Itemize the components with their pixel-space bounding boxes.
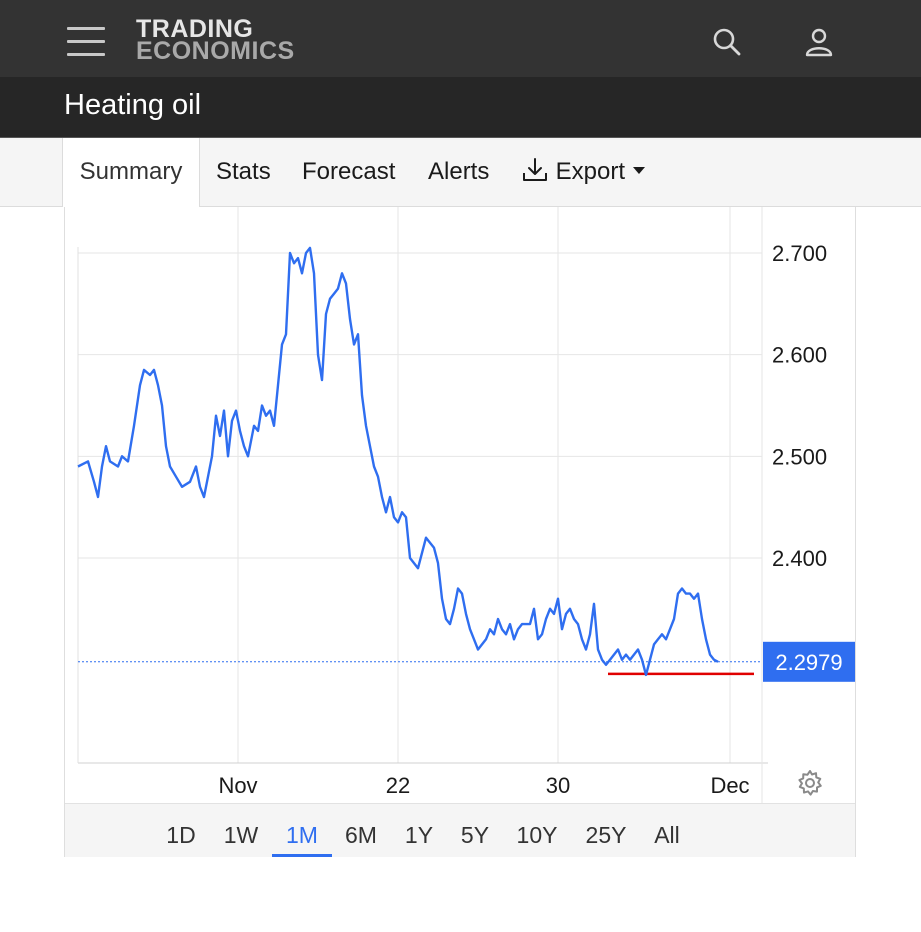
x-tick-label: 22 bbox=[386, 773, 410, 798]
logo-line-2: ECONOMICS bbox=[136, 37, 295, 65]
range-25y-button[interactable]: 25Y bbox=[585, 822, 627, 848]
site-logo[interactable]: TRADING ECONOMICS bbox=[136, 15, 295, 65]
y-tick-label: 2.400 bbox=[772, 546, 827, 571]
price-line-chart[interactable]: 2.700 2.600 2.500 2.400 Nov 22 30 Dec 2.2979 bbox=[65, 207, 855, 807]
range-1y-button[interactable]: 1Y bbox=[404, 822, 434, 848]
range-5y-button[interactable]: 5Y bbox=[460, 822, 490, 848]
page-title-bar: Heating oil bbox=[0, 77, 921, 138]
tabs-bar: Summary Stats Forecast Alerts Export bbox=[0, 138, 921, 207]
y-tick-label: 2.600 bbox=[772, 343, 827, 368]
last-value-badge bbox=[763, 641, 855, 682]
search-icon[interactable] bbox=[711, 26, 743, 58]
range-1m-button[interactable]: 1M bbox=[272, 804, 332, 857]
caret-down-icon bbox=[632, 167, 645, 174]
y-tick-label: 2.500 bbox=[772, 444, 827, 469]
price-series-line bbox=[77, 246, 719, 677]
logo-line-1: TRADING bbox=[136, 15, 254, 43]
top-navigation-bar: TRADING ECONOMICS bbox=[0, 0, 921, 77]
chart-container: 2.700 2.600 2.500 2.400 Nov 22 30 Dec 2.2979 bbox=[64, 207, 856, 857]
range-10y-button[interactable]: 10Y bbox=[516, 822, 558, 848]
page-title: Heating oil bbox=[64, 89, 202, 121]
gear-icon[interactable] bbox=[796, 769, 824, 797]
tab-summary[interactable]: Summary bbox=[62, 138, 200, 207]
tab-export-label: Export bbox=[555, 158, 626, 185]
x-tick-label: Nov bbox=[218, 773, 257, 798]
range-1d-button[interactable]: 1D bbox=[166, 822, 196, 848]
range-all-button[interactable]: All bbox=[654, 822, 680, 848]
range-1w-button[interactable]: 1W bbox=[223, 822, 259, 848]
download-icon bbox=[523, 158, 547, 181]
last-value-label: 2.2979 bbox=[775, 650, 842, 675]
x-tick-label: Dec bbox=[710, 773, 749, 798]
tab-export[interactable]: Export bbox=[521, 138, 646, 206]
range-6m-button[interactable]: 6M bbox=[345, 822, 377, 848]
tab-forecast[interactable]: Forecast bbox=[302, 158, 396, 185]
hamburger-menu-icon[interactable] bbox=[67, 27, 105, 57]
tab-stats[interactable]: Stats bbox=[216, 158, 271, 185]
range-selector: 1D 1W 1M 6M 1Y 5Y 10Y 25Y All bbox=[65, 803, 855, 857]
x-tick-label: 30 bbox=[546, 773, 570, 798]
user-icon[interactable] bbox=[803, 26, 835, 58]
y-tick-label: 2.700 bbox=[772, 241, 827, 266]
tab-alerts[interactable]: Alerts bbox=[428, 158, 490, 185]
